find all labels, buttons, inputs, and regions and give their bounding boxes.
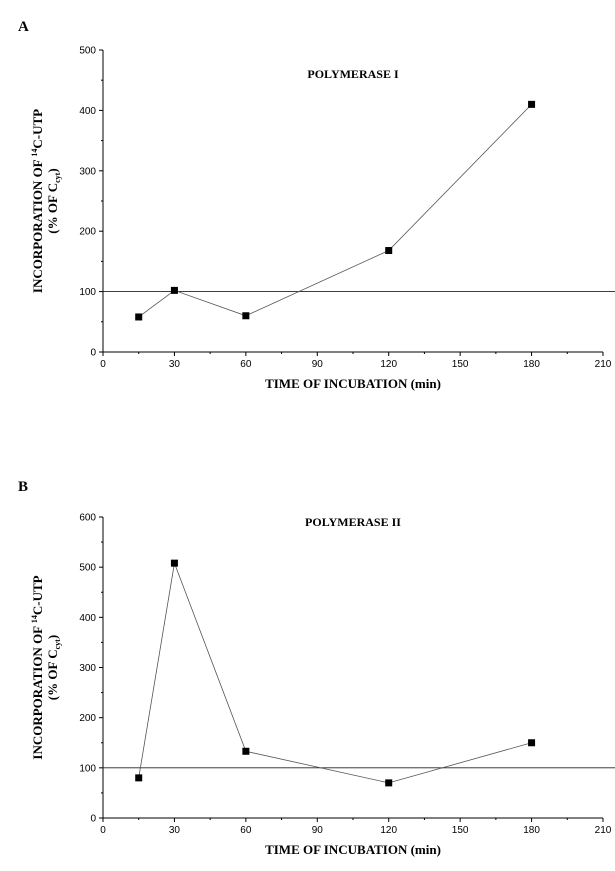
- x-tick-label: 30: [169, 825, 181, 836]
- y-tick-label: 0: [90, 348, 96, 359]
- y-tick-label: 200: [79, 227, 96, 238]
- panel-letter: A: [18, 19, 29, 35]
- data-point: [528, 100, 536, 108]
- y-axis-label: INCORPORATION OF 14C-UTP: [30, 109, 45, 293]
- x-tick-label: 90: [312, 825, 324, 836]
- x-tick-label: 60: [240, 359, 252, 370]
- x-tick-label: 210: [595, 825, 612, 836]
- chart-title: POLYMERASE I: [307, 67, 399, 81]
- data-point: [385, 779, 393, 787]
- x-tick-label: 0: [100, 825, 106, 836]
- data-point: [385, 247, 393, 255]
- chart-title: POLYMERASE II: [305, 515, 401, 529]
- chart-panel-b: B 0 100 200 300 400 500 600 0 30 60 90 120 150 180 210 P…: [18, 479, 615, 857]
- x-tick-label: 180: [523, 359, 540, 370]
- x-tick-label: 150: [452, 359, 469, 370]
- y-tick-label: 300: [79, 663, 96, 674]
- y-tick-label: 400: [79, 613, 96, 624]
- y-tick-label: 500: [79, 563, 96, 574]
- y-tick-label: 100: [79, 763, 96, 774]
- x-tick-label: 0: [100, 359, 106, 370]
- y-tick-label: 600: [79, 513, 96, 524]
- x-tick-label: 180: [523, 825, 540, 836]
- y-axis-label-units: (% OF Ccyt): [45, 168, 62, 233]
- data-point: [242, 312, 250, 320]
- y-tick-label: 0: [90, 814, 96, 825]
- y-tick-label: 500: [79, 46, 96, 57]
- y-tick-label: 300: [79, 166, 96, 177]
- x-tick-label: 120: [380, 359, 397, 370]
- data-point: [242, 747, 250, 755]
- y-tick-label: 200: [79, 713, 96, 724]
- x-tick-label: 30: [169, 359, 181, 370]
- y-axis-label: INCORPORATION OF 14C-UTP: [30, 575, 45, 759]
- x-axis-label: TIME OF INCUBATION (min): [265, 376, 441, 391]
- y-tick-label: 400: [79, 106, 96, 117]
- x-tick-label: 120: [380, 825, 397, 836]
- series-line: [138, 104, 532, 318]
- data-point: [528, 739, 536, 747]
- y-tick-label: 100: [79, 287, 96, 298]
- data-point: [170, 286, 178, 294]
- x-tick-label: 60: [240, 825, 252, 836]
- data-point: [170, 559, 178, 567]
- x-tick-label: 150: [452, 825, 469, 836]
- x-tick-label: 90: [312, 359, 324, 370]
- panel-letter: B: [18, 479, 28, 495]
- series-line: [138, 561, 532, 784]
- chart-panel-a: A 0 100 200 300 400 500 0 30 60 90 120 150 180 210 POLY…: [18, 19, 615, 391]
- y-axis-label-units: (% OF Ccyt): [45, 635, 62, 700]
- x-axis-label: TIME OF INCUBATION (min): [265, 842, 441, 857]
- data-point: [135, 774, 143, 782]
- x-tick-label: 210: [595, 359, 612, 370]
- data-point: [135, 313, 143, 321]
